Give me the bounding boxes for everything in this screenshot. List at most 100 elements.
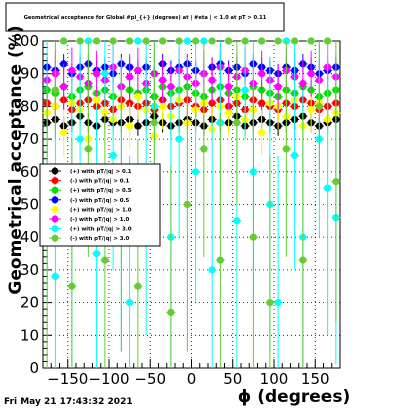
legend-item: (+) with pT/|q| > 0.5 — [49, 186, 132, 195]
data-point — [60, 37, 68, 45]
data-point — [299, 256, 307, 264]
legend-item: (+) with pT/|q| > 0.1 — [49, 167, 132, 175]
data-point — [101, 70, 109, 78]
data-point — [159, 102, 167, 110]
data-point — [175, 135, 183, 143]
data-point — [216, 256, 224, 264]
data-point — [324, 184, 332, 192]
data-point — [307, 37, 315, 45]
legend-swatch-marker — [51, 196, 59, 204]
x-tick-label: −100 — [88, 370, 129, 388]
data-point — [60, 128, 68, 137]
data-point — [60, 83, 68, 91]
data-point — [134, 37, 142, 45]
data-point — [258, 99, 266, 107]
data-point — [68, 282, 76, 290]
data-point — [126, 299, 134, 307]
data-point — [324, 37, 332, 45]
data-point — [150, 119, 158, 127]
data-point — [233, 217, 241, 225]
data-point — [258, 37, 266, 45]
y-tick-label: 60 — [20, 163, 39, 181]
data-point — [291, 37, 299, 45]
x-tick-label: −150 — [47, 370, 88, 388]
data-point — [84, 145, 92, 153]
legend-swatch-marker — [51, 177, 59, 185]
data-point — [126, 37, 134, 45]
data-point — [134, 66, 142, 75]
legend-label: (+) with pT/|q| > 0.5 — [70, 188, 132, 194]
legend-item: (-) with pT/|q| > 0.5 — [49, 195, 130, 204]
data-point — [142, 37, 150, 45]
y-tick-label: 80 — [20, 97, 39, 115]
y-tick-label: 50 — [20, 196, 39, 214]
data-point — [51, 272, 59, 281]
data-point — [249, 233, 257, 241]
data-point — [208, 266, 216, 274]
x-tick-label: 100 — [260, 370, 289, 388]
timestamp: Fri May 21 17:43:32 2021 — [4, 397, 133, 407]
data-point — [109, 151, 117, 160]
data-point — [332, 178, 340, 186]
legend-label: (-) with pT/|q| > 1.0 — [70, 217, 130, 223]
legend-item: (-) with pT/|q| > 3.0 — [49, 234, 130, 243]
data-point — [225, 109, 233, 117]
data-point — [183, 37, 191, 45]
legend-label: (-) with pT/|q| > 3.0 — [70, 236, 130, 242]
data-point — [126, 122, 134, 130]
data-point — [233, 119, 241, 127]
legend-label: (-) with pT/|q| > 0.1 — [70, 179, 130, 185]
y-tick-label: 20 — [20, 294, 39, 312]
legend-label: (-) with pT/|q| > 0.5 — [70, 198, 130, 204]
data-point — [68, 66, 76, 75]
legend-item: (-) with pT/|q| > 0.1 — [49, 176, 130, 185]
data-point — [241, 86, 249, 94]
data-point — [76, 135, 84, 143]
data-point — [109, 37, 117, 45]
data-point — [93, 249, 101, 258]
data-point — [208, 76, 216, 84]
data-point — [315, 102, 323, 110]
y-tick-label: 10 — [20, 326, 39, 344]
legend-swatch-marker — [51, 215, 59, 223]
x-tick-label: 150 — [301, 370, 330, 388]
legend-swatch-marker — [51, 206, 59, 213]
data-point — [291, 151, 299, 160]
data-point — [134, 122, 142, 130]
legend-swatch-marker — [51, 167, 59, 175]
x-tick-label: 50 — [223, 370, 242, 388]
data-point — [159, 76, 167, 84]
legend-item: (+) with pT/|q| > 3.0 — [49, 224, 132, 233]
data-point — [183, 200, 191, 209]
data-point — [192, 168, 200, 176]
tick-layer: −150 −100 −50 0 50 100 150 0 10 20 30 40 50 60 70 80 90 1… — [10, 32, 341, 388]
data-point — [258, 128, 266, 137]
data-point — [192, 37, 200, 45]
data-point — [167, 308, 175, 317]
legend-item: (-) with pT/|q| > 1.0 — [49, 215, 130, 223]
legend-swatch-marker — [51, 186, 59, 194]
data-point — [134, 92, 142, 101]
y-tick-label: 70 — [20, 130, 39, 148]
legend-swatch-marker — [51, 225, 59, 233]
data-point — [93, 70, 101, 78]
data-point — [299, 79, 307, 88]
title-box — [5, 2, 285, 32]
data-point — [274, 299, 282, 307]
data-point — [159, 37, 167, 45]
y-tick-label: 0 — [29, 359, 39, 377]
data-point — [208, 37, 216, 45]
y-tick-label: 30 — [20, 261, 39, 279]
y-axis-title: Geometrical acceptance (%) — [6, 25, 26, 294]
data-point — [266, 299, 274, 307]
y-tick-label: 40 — [20, 228, 39, 246]
legend-label: (+) with pT/|q| > 0.1 — [70, 169, 132, 175]
data-point — [134, 282, 142, 290]
chart-title: Geometrical acceptance for Global #pi_{+… — [24, 15, 267, 21]
data-point — [225, 37, 233, 45]
data-point — [51, 86, 59, 94]
series-8 — [42, 37, 341, 368]
y-tick-label: 100 — [10, 32, 39, 50]
x-axis-title: ϕ (degrees) — [238, 387, 350, 407]
